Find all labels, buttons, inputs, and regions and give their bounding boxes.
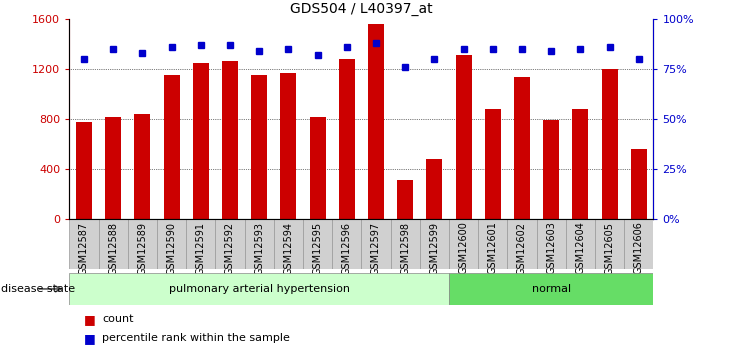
Bar (164, 75, 180, 219)
Text: count: count (102, 314, 134, 324)
Bar (186, 219, 215, 269)
Bar (222, 61, 238, 219)
Text: GSM12598: GSM12598 (400, 221, 410, 275)
Bar (391, 219, 420, 269)
Bar (99, 219, 128, 269)
Text: GSM12592: GSM12592 (225, 221, 235, 275)
Text: GSM12588: GSM12588 (108, 221, 118, 275)
Text: GSM12589: GSM12589 (137, 221, 147, 275)
Text: GSM12594: GSM12594 (283, 221, 293, 275)
Bar (134, 114, 150, 219)
Text: normal: normal (531, 284, 571, 294)
Bar (251, 75, 267, 219)
Text: GSM12587: GSM12587 (79, 221, 89, 275)
Bar (595, 219, 624, 269)
Bar (631, 149, 647, 219)
Text: GSM12596: GSM12596 (342, 221, 352, 275)
Bar (478, 219, 507, 269)
Text: GSM12606: GSM12606 (634, 221, 644, 275)
Bar (215, 219, 245, 269)
Text: GSM12590: GSM12590 (166, 221, 177, 275)
Text: GSM12604: GSM12604 (575, 221, 585, 275)
Bar (193, 63, 209, 219)
Text: ■: ■ (84, 313, 96, 326)
Bar (572, 109, 588, 219)
Bar (310, 117, 326, 219)
Text: GSM12593: GSM12593 (254, 221, 264, 275)
Bar (566, 219, 595, 269)
Text: GSM12602: GSM12602 (517, 221, 527, 275)
Bar (485, 109, 501, 219)
Bar (449, 273, 653, 305)
Bar (128, 219, 157, 269)
Text: GSM12591: GSM12591 (196, 221, 206, 275)
Text: GSM12601: GSM12601 (488, 221, 498, 275)
Bar (245, 219, 274, 269)
Bar (76, 121, 92, 219)
Bar (624, 219, 653, 269)
Bar (514, 77, 530, 219)
Text: GDS504 / L40397_at: GDS504 / L40397_at (290, 1, 433, 16)
Bar (69, 273, 449, 305)
Text: percentile rank within the sample: percentile rank within the sample (102, 333, 290, 343)
Bar (602, 69, 618, 219)
Text: GSM12597: GSM12597 (371, 221, 381, 275)
Bar (420, 219, 449, 269)
Bar (157, 219, 186, 269)
Bar (69, 219, 99, 269)
Bar (274, 219, 303, 269)
Bar (537, 219, 566, 269)
Bar (397, 180, 413, 219)
Text: pulmonary arterial hypertension: pulmonary arterial hypertension (169, 284, 350, 294)
Bar (449, 219, 478, 269)
Bar (368, 24, 384, 219)
Text: GSM12603: GSM12603 (546, 221, 556, 275)
Text: GSM12605: GSM12605 (604, 221, 615, 275)
Bar (426, 159, 442, 219)
Bar (456, 55, 472, 219)
Bar (332, 219, 361, 269)
Bar (507, 219, 537, 269)
Bar (280, 73, 296, 219)
Bar (105, 117, 121, 219)
Bar (339, 59, 355, 219)
Text: GSM12599: GSM12599 (429, 221, 439, 275)
Text: disease state: disease state (1, 284, 75, 294)
Text: GSM12595: GSM12595 (312, 221, 323, 275)
Bar (303, 219, 332, 269)
Text: GSM12600: GSM12600 (458, 221, 469, 275)
Text: ■: ■ (84, 332, 96, 345)
Bar (543, 120, 559, 219)
Bar (361, 219, 391, 269)
